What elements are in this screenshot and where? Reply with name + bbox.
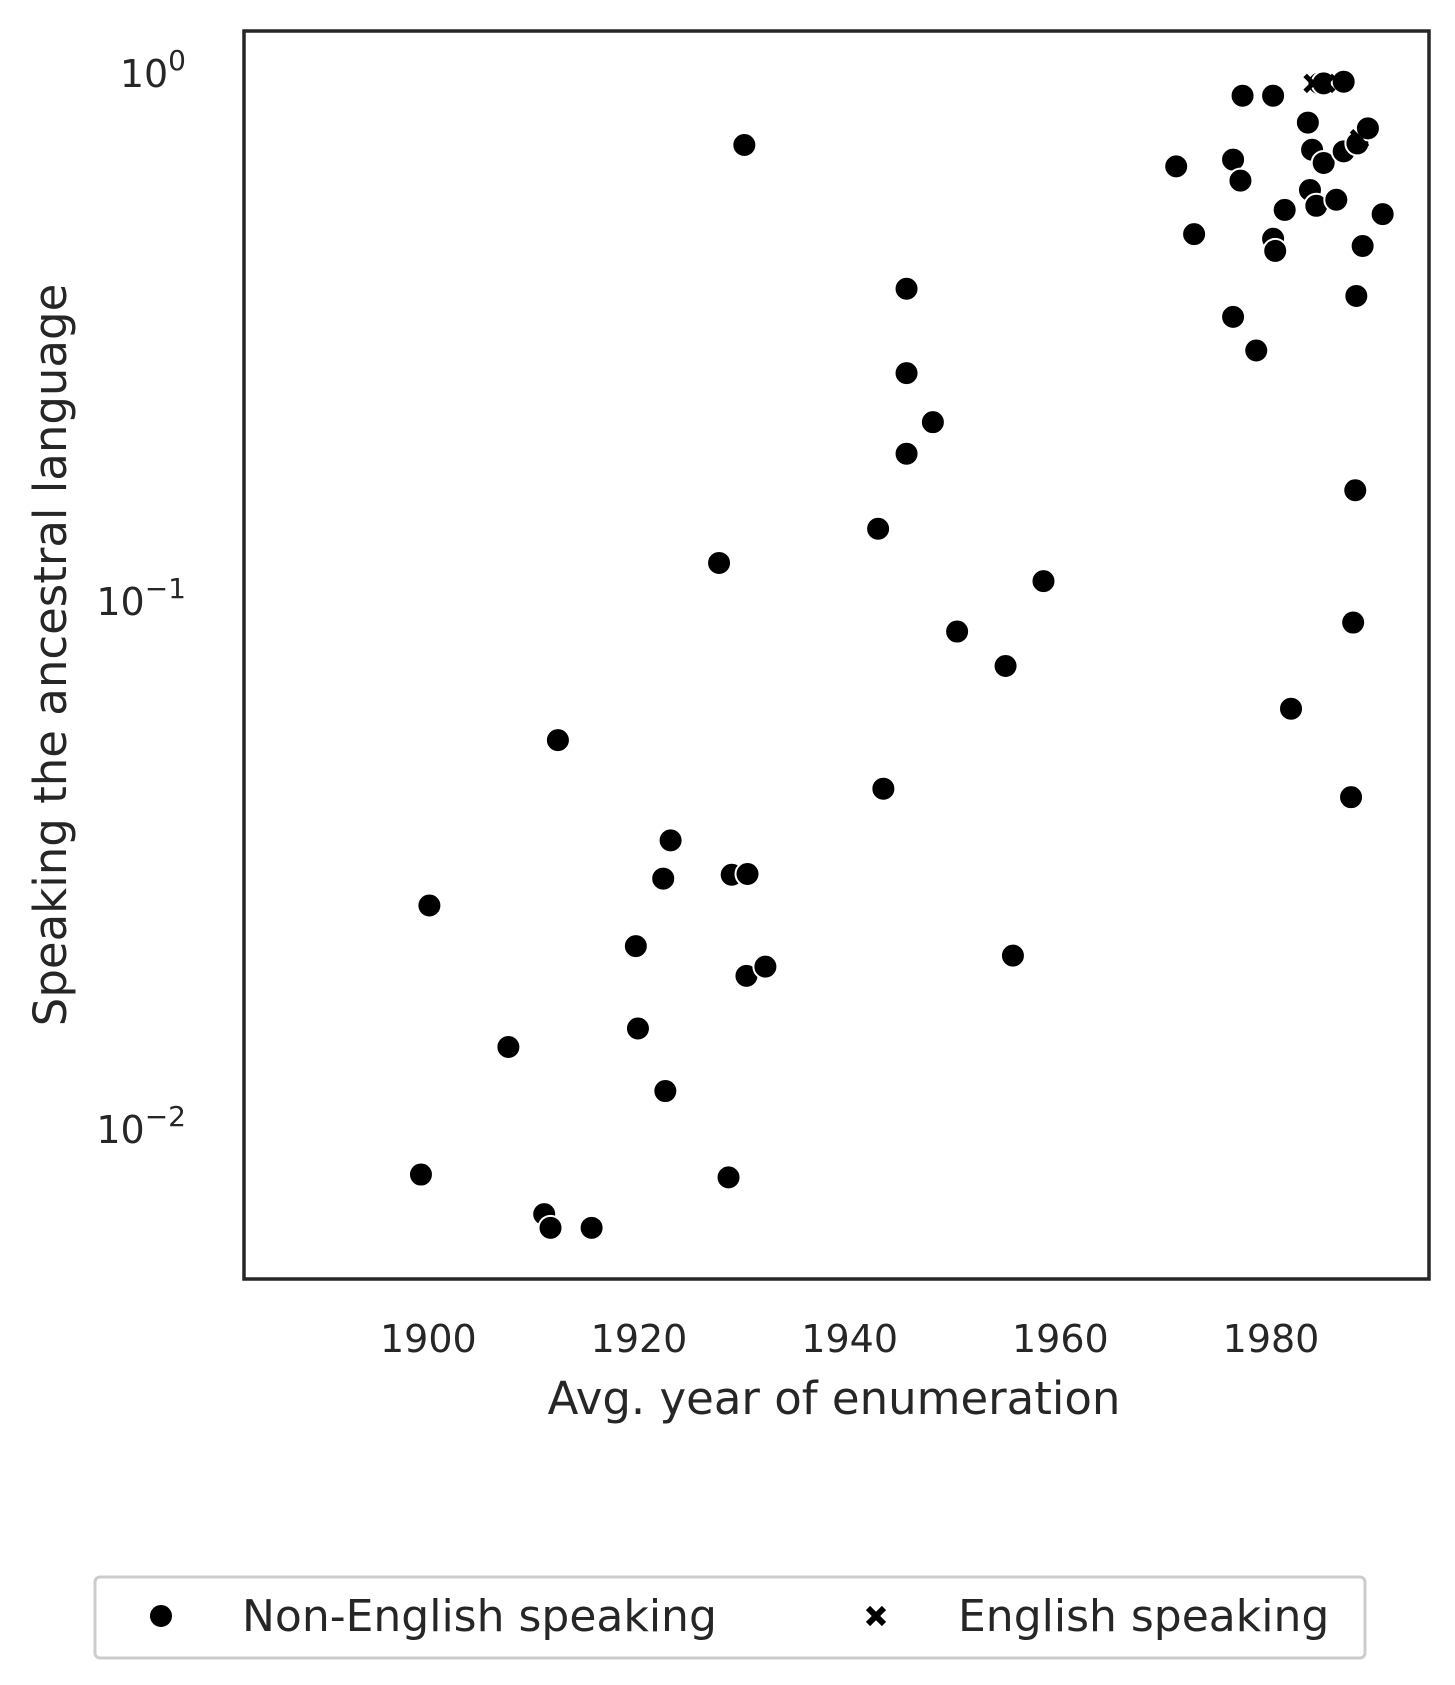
scatter-point-non-english [1343,282,1370,309]
scatter-point-non-english [870,775,897,802]
legend-entry-non-english: Non-English speaking [148,1591,717,1642]
scatter-point-english [1316,73,1336,94]
y-axis-label: Speaking the ancestral language [24,284,77,1027]
legend-entry-english: English speaking [865,1591,1329,1642]
y-tick-label: 100 [120,44,186,96]
scatter-point-non-english [1294,109,1321,136]
scatter-point-non-english [1330,68,1357,95]
plot-frame [242,29,1431,1281]
x-tick-label: 1960 [1012,1317,1109,1361]
scatter-point-non-english [1310,149,1337,176]
scatter-point-non-english [1163,153,1190,180]
scatter-point-non-english [1271,196,1298,223]
scatter-point-non-english [624,1015,651,1042]
scatter-point-non-english [578,1214,605,1241]
scatter-point-non-english [893,275,920,302]
scatter-point-non-english [706,549,733,576]
scatter-point-non-english [407,1161,434,1188]
scatter-point-non-english [893,360,920,387]
scatter-point-non-english [657,827,684,854]
scatter-point-non-english [652,1078,679,1105]
x-tick-label: 1920 [591,1317,688,1361]
scatter-point-non-english [1181,221,1208,248]
legend-x-marker-icon [865,1605,887,1627]
scatter-point-non-english [715,1164,742,1191]
x-axis-label: Avg. year of enumeration [548,1372,1121,1425]
scatter-point-non-english [752,953,779,980]
scatter-point-non-english [650,865,677,892]
legend-circle-marker-icon [148,1603,174,1629]
scatter-point-non-english [1342,477,1369,504]
scatter-point-non-english [865,515,892,542]
scatter-point-non-english [1030,568,1057,595]
scatter-point-non-english [544,727,571,754]
legend-frame [93,1575,1367,1660]
x-tick-label: 1900 [380,1317,477,1361]
scatter-point-non-english [622,933,649,960]
scatter-point-non-english [1262,237,1289,264]
scatter-point-non-english [1220,303,1247,330]
x-axis-ticks: 1900 1920 1940 1960 1980 [380,1317,1319,1361]
scatter-point-english [1349,129,1370,149]
y-axis-ticks: 100 10−1 10−2 [96,44,186,1152]
scatter-point-non-english [1243,337,1270,364]
legend-label-non-english: Non-English speaking [242,1591,717,1642]
scatter-point-non-english [1229,82,1256,109]
legend: Non-English speaking English speaking [93,1575,1367,1660]
y-tick-label: 10−1 [96,572,186,624]
scatter-point-non-english [416,892,443,919]
x-tick-label: 1940 [801,1317,898,1361]
scatter-point-non-english [944,618,971,645]
scatter-point-non-english [1260,82,1287,109]
y-tick-label: 10−2 [96,1100,186,1152]
scatter-point-non-english [1227,167,1254,194]
scatter-point-non-english [1340,609,1367,636]
scatter-point-non-english [999,942,1026,969]
x-tick-label: 1980 [1223,1317,1320,1361]
scatter-point-non-english [1323,186,1350,213]
scatter-point-non-english [1338,784,1365,811]
scatter-point-non-english [919,409,946,436]
scatter-point-non-english [893,440,920,467]
scatter-point-non-english [495,1033,522,1060]
legend-label-english: English speaking [958,1591,1329,1642]
scatter-point-non-english [537,1214,564,1241]
scatter-point-non-english [1369,201,1396,228]
scatter-point-non-english [1349,232,1376,259]
scatter-point-non-english [992,652,1019,679]
scatter-point-non-english [731,131,758,158]
scatter-point-non-english [1278,695,1305,722]
scatter-point-non-english [734,861,761,888]
plot-marks [407,68,1396,1241]
